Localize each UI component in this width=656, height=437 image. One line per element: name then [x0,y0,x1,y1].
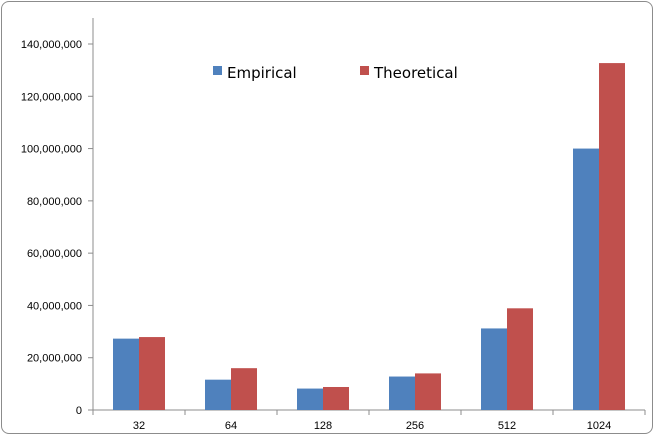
x-tick-label: 64 [225,420,237,432]
x-axis: 32 64 128 256 512 1024 [92,409,646,432]
bar-empirical-128 [297,388,323,410]
x-tick-label: 256 [406,420,424,432]
bar-empirical-32 [113,338,139,410]
bar-empirical-512 [481,328,507,410]
bar-theoretical-64 [231,368,257,410]
bar-empirical-1024 [573,148,599,411]
bar-empirical-64 [205,379,231,410]
y-axis: 0 20,000,000 40,000,000 60,000,000 80,000,00… [21,18,94,417]
y-tick-label: 20,000,000 [27,353,82,365]
legend-label-empirical: Empirical [227,64,297,82]
y-tick-label: 60,000,000 [27,248,82,260]
bar-theoretical-1024 [599,63,625,410]
bar-empirical-256 [389,376,415,410]
legend-swatch-theoretical [360,66,369,75]
x-tick-label: 128 [314,420,332,432]
y-tick-label: 120,000,000 [21,91,82,103]
bar-theoretical-256 [415,373,441,410]
x-tick-label: 512 [498,420,516,432]
y-tick-label: 140,000,000 [21,39,82,51]
legend: Empirical Theoretical [213,64,458,82]
y-tick-label: 40,000,000 [27,300,82,312]
y-tick-label: 0 [76,405,82,417]
y-tick-label: 100,000,000 [21,144,82,156]
y-tick-label: 80,000,000 [27,196,82,208]
bar-theoretical-128 [323,386,349,410]
bar-theoretical-32 [139,337,165,410]
legend-label-theoretical: Theoretical [373,64,458,82]
x-tick-label: 1024 [587,420,611,432]
x-tick-label: 32 [133,420,145,432]
bars [113,63,625,411]
legend-swatch-empirical [213,66,222,75]
bar-theoretical-512 [507,308,533,410]
